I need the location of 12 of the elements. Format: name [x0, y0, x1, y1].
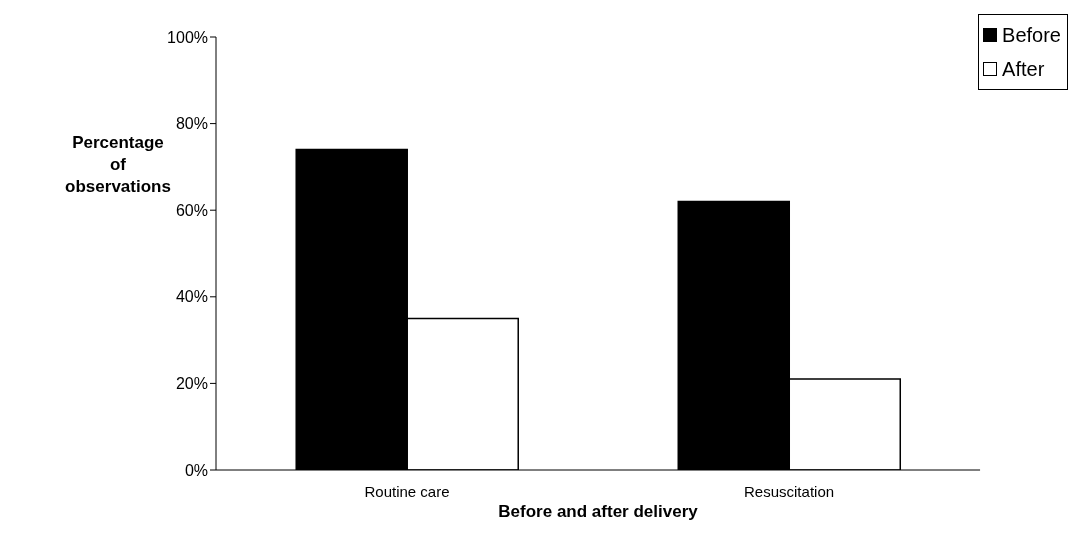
y-axis-title: Percentage of observations: [65, 133, 171, 196]
x-axis-title: Before and after delivery: [498, 502, 699, 521]
y-tick-label: 40%: [175, 288, 208, 306]
legend-label: After: [1002, 57, 1045, 82]
y-tick-label: 60%: [175, 201, 208, 219]
x-tick-label: Resuscitation: [744, 482, 835, 500]
x-tick-label: Routine care: [364, 482, 450, 500]
y-tick-label: 100%: [167, 28, 208, 46]
y-tick-label: 80%: [175, 115, 208, 133]
legend-label: Before: [1002, 23, 1061, 48]
y-tick-label: 0%: [184, 461, 208, 479]
y-tick-label: 20%: [175, 375, 208, 393]
